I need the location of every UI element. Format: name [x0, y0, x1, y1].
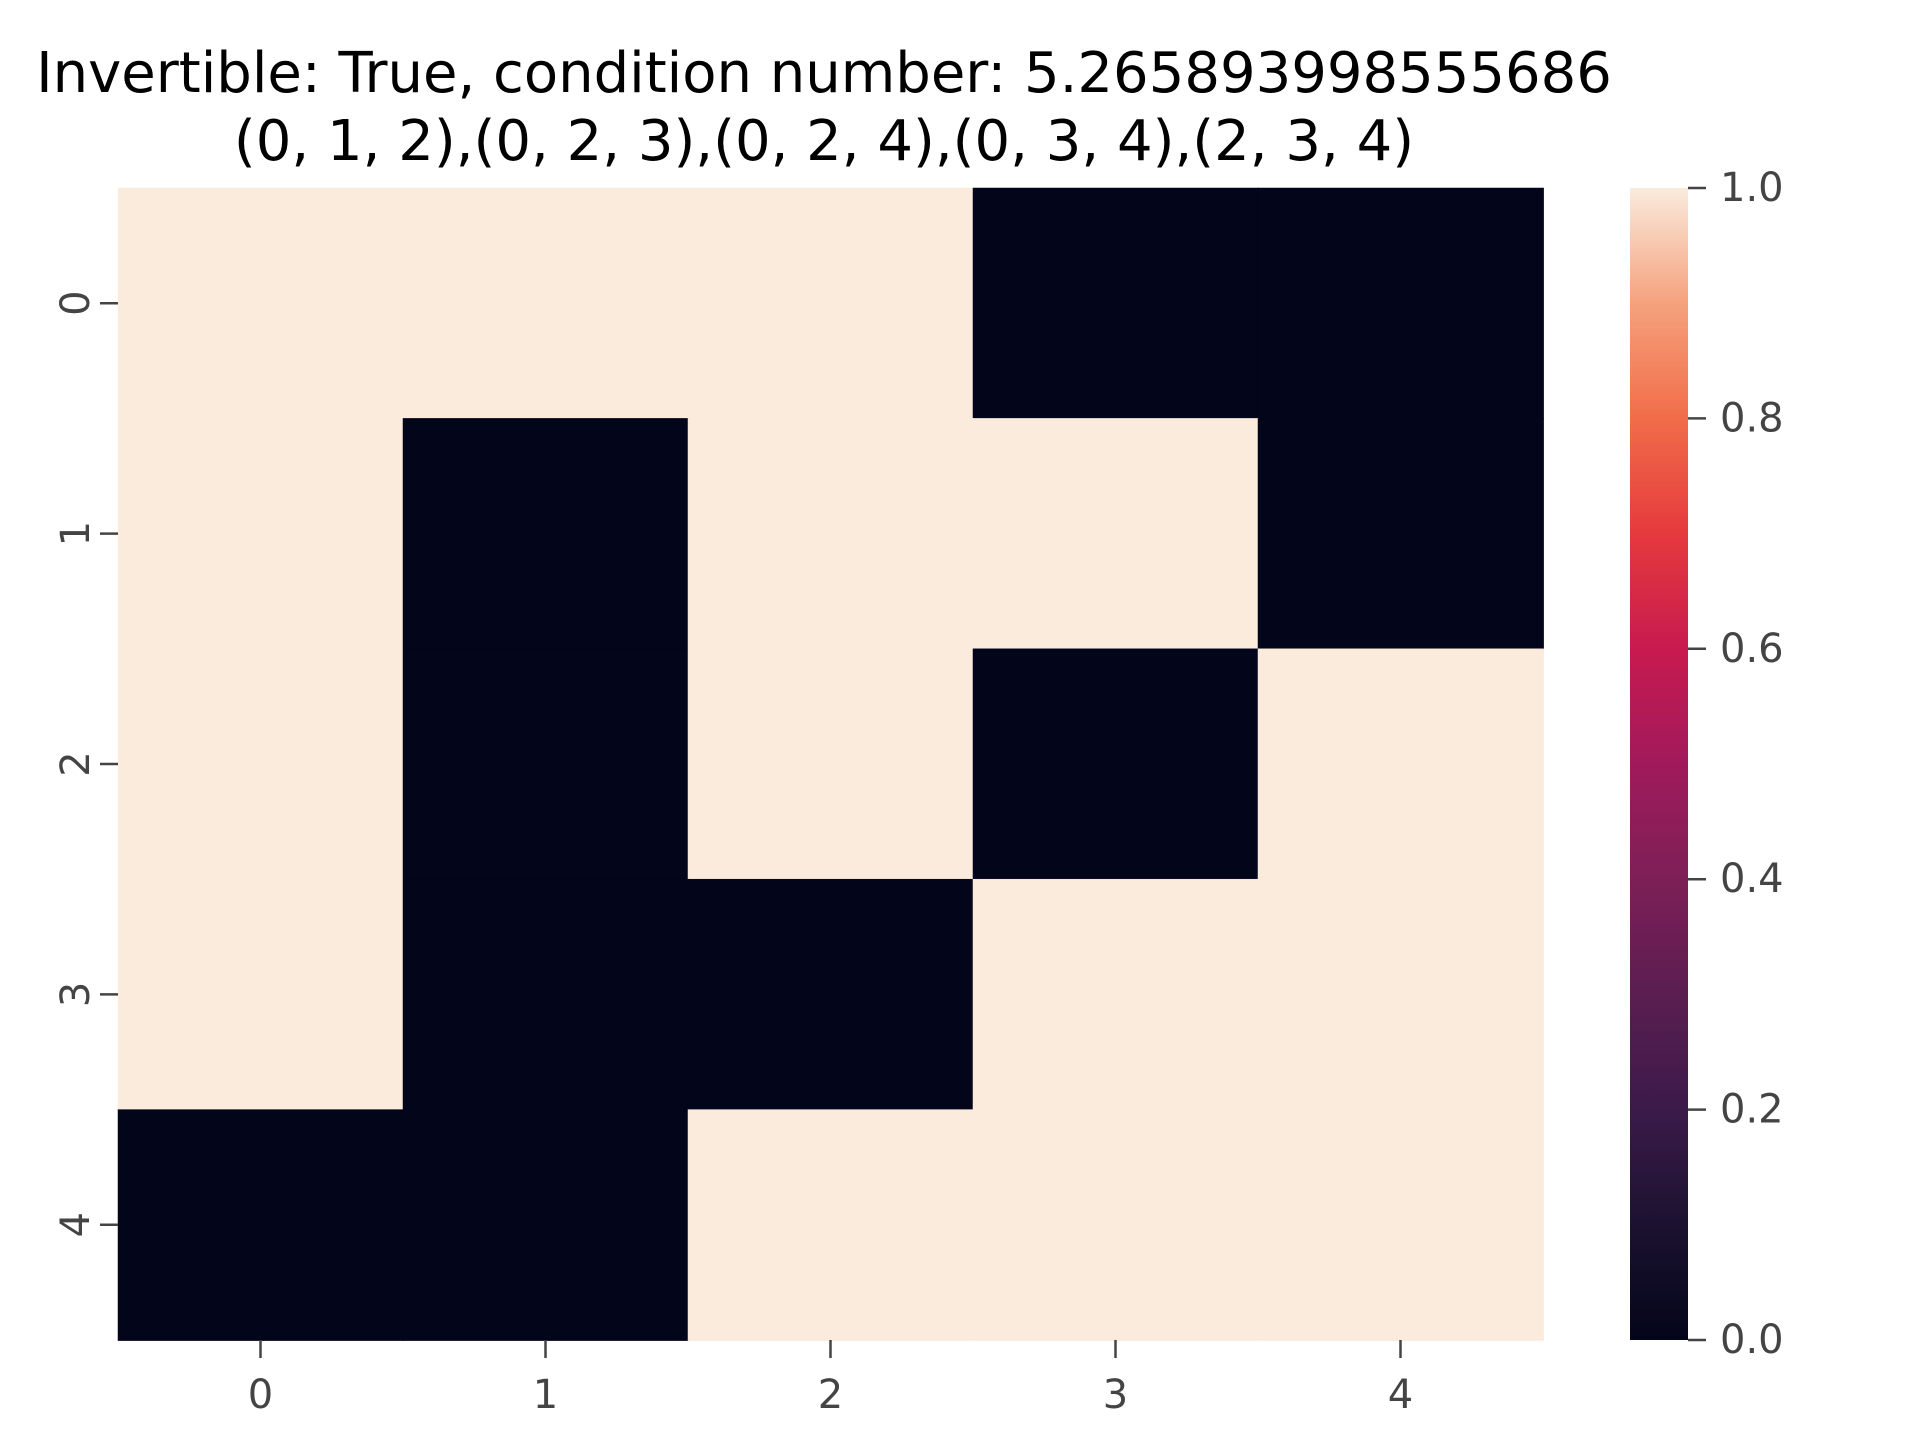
x-tick-label: 4: [1388, 1372, 1413, 1418]
heatmap-cell-r3-c4: [1257, 878, 1544, 1111]
heatmap-cell-r2-c2: [687, 648, 974, 881]
heatmap-cell-r4-c3: [972, 1109, 1259, 1341]
x-tick-label: 0: [248, 1372, 273, 1418]
colorbar-tick-label: 1.0: [1720, 165, 1784, 211]
heatmap-cell-r4-c1: [402, 1109, 689, 1341]
x-tick-label: 3: [1103, 1372, 1128, 1418]
heatmap-cell-r4-c2: [687, 1109, 974, 1341]
heatmap-cell-r1-c1: [402, 418, 689, 650]
heatmap-cell-r3-c2: [687, 878, 974, 1111]
colorbar-tick-label: 0.4: [1720, 856, 1784, 902]
heatmap-cell-r3-c1: [402, 878, 689, 1111]
colorbar-tick-label: 0.2: [1720, 1087, 1784, 1133]
y-tick-label: 4: [53, 1212, 99, 1237]
y-tick-label: 2: [53, 751, 99, 776]
heatmap-cell-r3-c3: [972, 878, 1259, 1111]
colorbar-axis: 0.0 0.2 0.4 0.6 0.8 1.0: [1688, 165, 1784, 1363]
heatmap-cell-r0-c3: [972, 187, 1259, 420]
chart-subtitle: (0, 1, 2),(0, 2, 3),(0, 2, 4),(0, 3, 4),…: [234, 109, 1414, 174]
colorbar-tick-label: 0.0: [1720, 1317, 1784, 1363]
heatmap-cell-r0-c1: [402, 187, 689, 420]
heatmap-cells: [117, 187, 1544, 1341]
y-tick-label: 3: [53, 982, 99, 1007]
heatmap-cell-r3-c0: [117, 878, 404, 1111]
heatmap-cell-r0-c2: [687, 187, 974, 420]
y-tick-label: 1: [53, 521, 99, 546]
heatmap-cell-r4-c0: [117, 1109, 404, 1341]
y-tick-label: 0: [53, 290, 99, 315]
x-axis: 0 1 2 3 4: [248, 1340, 1413, 1418]
chart-title: Invertible: True, condition number: 5.26…: [36, 41, 1612, 106]
heatmap-cell-r1-c2: [687, 418, 974, 650]
heatmap-cell-r1-c0: [117, 418, 404, 650]
x-tick-label: 1: [533, 1372, 558, 1418]
heatmap-cell-r1-c3: [972, 418, 1259, 650]
heatmap-cell-r0-c4: [1257, 187, 1544, 420]
heatmap-cell-r2-c4: [1257, 648, 1544, 881]
x-tick-label: 2: [818, 1372, 843, 1418]
colorbar-tick-label: 0.6: [1720, 626, 1784, 672]
heatmap-cell-r2-c1: [402, 648, 689, 881]
heatmap-cell-r0-c0: [117, 187, 404, 420]
heatmap-cell-r1-c4: [1257, 418, 1544, 650]
heatmap-cell-r4-c4: [1257, 1109, 1544, 1341]
colorbar: [1630, 188, 1688, 1340]
heatmap-cell-r2-c3: [972, 648, 1259, 881]
heatmap-cell-r2-c0: [117, 648, 404, 881]
y-axis: 0 1 2 3 4: [53, 290, 118, 1238]
colorbar-tick-label: 0.8: [1720, 395, 1784, 441]
